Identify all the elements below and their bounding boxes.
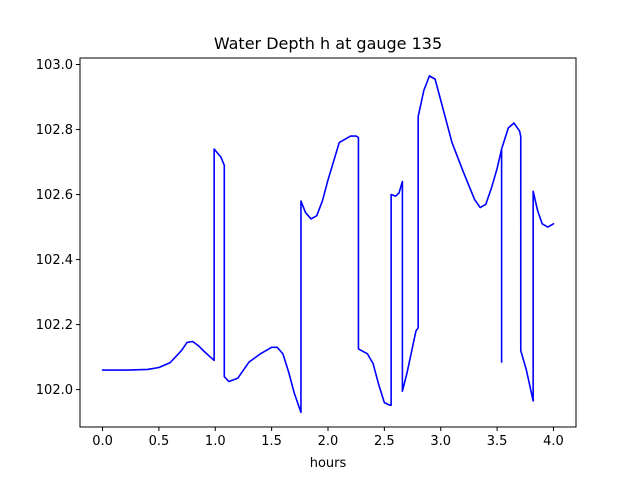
plot-frame: [79, 57, 577, 428]
y-tick-label: 102.8: [36, 123, 73, 138]
x-tick-label: 2.5: [374, 434, 395, 449]
x-tick-label: 4.0: [543, 434, 564, 449]
y-tick-label: 102.4: [36, 253, 73, 268]
axis-ticks: 0.0 0.5 1.0 1.5 2.0 2.5 3.0 3.5 4.0 102.0 102.2 102…: [36, 58, 564, 449]
x-tick-label: 3.5: [487, 434, 508, 449]
chart-title: Water Depth h at gauge 135: [214, 34, 442, 53]
x-tick-label: 3.0: [430, 434, 451, 449]
y-tick-label: 102.6: [36, 188, 73, 203]
series-line: [101, 75, 555, 414]
x-tick-label: 1.5: [261, 434, 282, 449]
x-axis-label: hours: [310, 456, 347, 471]
x-tick-label: 0.5: [149, 434, 170, 449]
x-tick-label: 0.0: [92, 434, 113, 449]
y-tick-label: 102.0: [36, 383, 73, 398]
y-tick-label: 102.2: [36, 318, 73, 333]
y-tick-label: 103.0: [36, 58, 73, 73]
x-tick-label: 1.0: [205, 434, 226, 449]
x-tick-label: 2.0: [318, 434, 339, 449]
series-layer: [101, 75, 555, 414]
